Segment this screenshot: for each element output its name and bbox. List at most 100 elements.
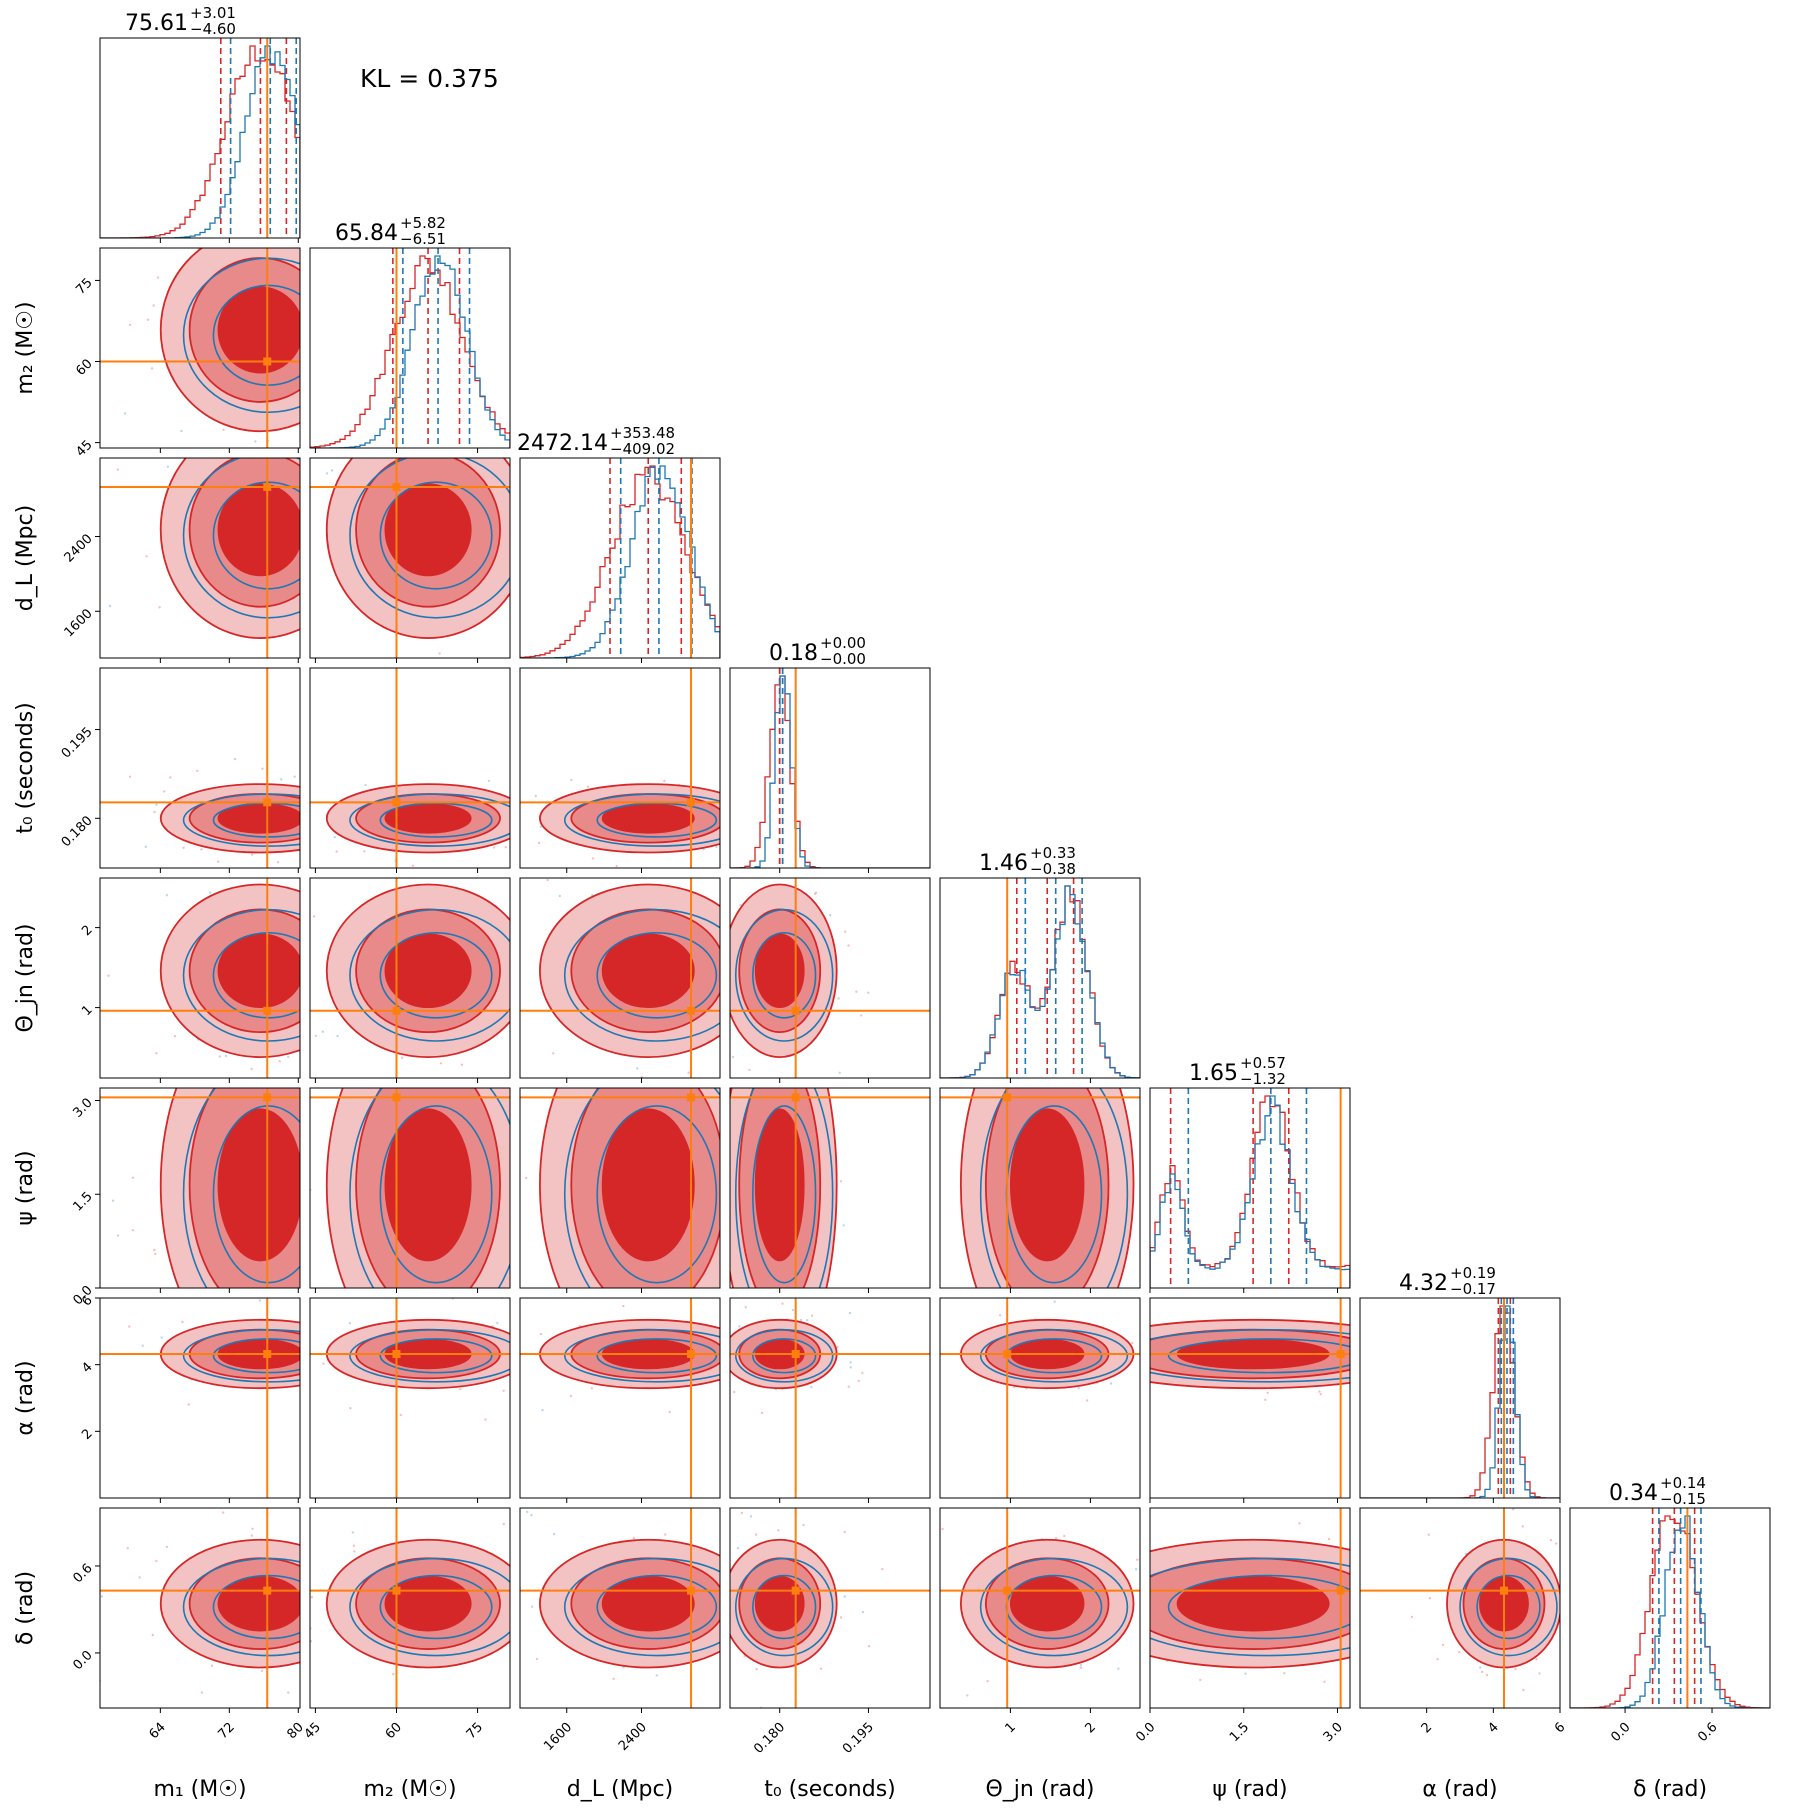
scatter-point (401, 1056, 404, 1059)
panel-frame (309, 1507, 511, 1709)
contour-panel (730, 1489, 930, 1708)
panel-frame (309, 1297, 511, 1499)
scatter-point (165, 1545, 169, 1549)
scatter-point (806, 1319, 809, 1322)
contour-fill-2 (217, 1108, 300, 1262)
scatter-point (1318, 1390, 1321, 1393)
scatter-point (947, 1389, 949, 1391)
y-axis-label: m₂ (M☉) (13, 301, 38, 394)
scatter-point (738, 1325, 741, 1328)
contour-panel (512, 1508, 725, 1708)
scatter-point (1079, 1666, 1083, 1669)
scatter-point (324, 1682, 326, 1684)
scatter-point (158, 606, 161, 609)
scatter-point (233, 757, 237, 761)
scatter-point (517, 1360, 519, 1362)
panel-frame (519, 1507, 721, 1709)
scatter-point (1555, 1542, 1558, 1545)
scatter-point (723, 1657, 725, 1659)
panel-frame (309, 1087, 511, 1289)
scatter-point (128, 1325, 131, 1328)
scatter-point (250, 1534, 254, 1537)
scatter-point (367, 424, 369, 426)
scatter-point (748, 852, 750, 854)
scatter-point (173, 1035, 177, 1038)
scatter-point (146, 318, 150, 321)
scatter-point (1374, 1509, 1376, 1511)
scatter-point (1549, 1539, 1553, 1542)
scatter-point (836, 1345, 839, 1349)
contour-panel (940, 1298, 1140, 1498)
scatter-point (250, 1067, 253, 1071)
scatter-point (922, 1547, 924, 1549)
scatter-point (1420, 1384, 1422, 1386)
scatter-point (316, 414, 318, 416)
scatter-point (552, 1532, 556, 1536)
param-title-plus: +0.00 (820, 634, 866, 652)
scatter-point (941, 1527, 944, 1531)
scatter-point (155, 1559, 158, 1563)
scatter-point (1266, 1391, 1269, 1395)
scatter-point (355, 323, 357, 325)
scatter-point (502, 1522, 505, 1526)
scatter-point (1298, 1522, 1301, 1525)
contour-fill-2 (217, 286, 300, 374)
scatter-point (182, 846, 185, 849)
scatter-point (1020, 1046, 1022, 1048)
scatter-point (116, 468, 120, 471)
scatter-point (358, 429, 360, 431)
scatter-point (1436, 1658, 1439, 1661)
scatter-point (166, 465, 170, 468)
scatter-point (237, 205, 239, 207)
contour-line-blue-1 (212, 1338, 300, 1374)
scatter-point (1061, 1293, 1063, 1295)
contour-line-blue-0 (563, 1557, 720, 1657)
truth-marker (687, 1586, 696, 1595)
scatter-point (1147, 1133, 1149, 1135)
y-axis-label: d_L (Mpc) (13, 505, 38, 611)
scatter-point (276, 861, 280, 864)
panel-frame (309, 247, 511, 449)
scatter-point (577, 501, 579, 503)
scatter-point (292, 433, 294, 435)
contour-fill-2 (217, 933, 300, 1009)
scatter-point (615, 864, 618, 868)
scatter-point (758, 1388, 760, 1390)
histogram-panel (730, 668, 930, 868)
scatter-point (301, 1591, 303, 1593)
scatter-point (586, 785, 590, 788)
scatter-point (755, 1533, 758, 1536)
panel-frame (309, 667, 511, 869)
scatter-point (306, 506, 308, 508)
scatter-point (998, 991, 1000, 993)
scatter-point (152, 304, 155, 307)
scatter-point (481, 693, 483, 695)
param-title-minus: −409.02 (610, 440, 675, 458)
scatter-point (739, 903, 742, 907)
scatter-point (1077, 1387, 1081, 1390)
scatter-point (707, 886, 709, 888)
scatter-point (535, 1018, 537, 1020)
scatter-point (512, 1685, 514, 1687)
x-axis-label: ψ (rad) (1212, 1777, 1287, 1802)
scatter-point (727, 1430, 729, 1432)
scatter-point (334, 1386, 336, 1388)
scatter-point (975, 976, 977, 978)
scatter-point (319, 1325, 321, 1327)
contour-line-blue-1 (379, 1105, 493, 1284)
contour-fill-2 (754, 1108, 805, 1262)
scatter-point (1457, 1346, 1459, 1348)
scatter-point (1319, 1393, 1323, 1396)
scatter-point (1485, 1673, 1489, 1677)
y-tick-label: 3.0 (70, 1096, 95, 1121)
scatter-point (355, 278, 357, 280)
scatter-point (321, 1079, 323, 1081)
scatter-point (336, 1034, 339, 1038)
contour-line-blue-0 (734, 1557, 834, 1657)
scatter-point (267, 450, 269, 452)
contour-line-blue-0 (349, 908, 510, 1042)
param-title-main: 0.34 (1609, 1481, 1658, 1506)
scatter-point (756, 1489, 758, 1491)
scatter-point (780, 1060, 782, 1062)
scatter-point (356, 426, 358, 428)
